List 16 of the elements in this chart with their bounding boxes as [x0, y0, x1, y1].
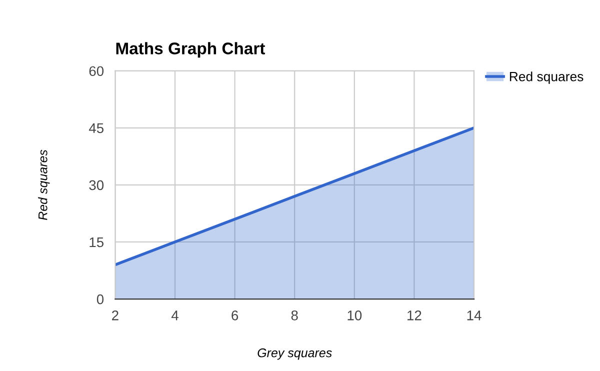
x-tick-label: 8 [291, 310, 298, 320]
y-tick-label: 45 [88, 123, 104, 134]
chart-title: Maths Graph Chart [116, 42, 266, 58]
y-tick-label: 30 [89, 180, 104, 190]
y-tick-label: 0 [96, 294, 104, 304]
y-tick-label: 15 [90, 237, 104, 248]
x-tick-label: 6 [232, 310, 238, 320]
y-tick-label: 60 [89, 66, 104, 76]
x-axis-title: Grey squares [258, 348, 332, 360]
y-axis-title: Red squares [38, 150, 50, 220]
x-tick-label: 12 [408, 310, 422, 320]
x-tick-label: 2 [112, 310, 118, 320]
x-tick-label: 14 [467, 310, 482, 320]
x-tick-label: 4 [171, 310, 178, 320]
legend-label: Red squares [510, 72, 584, 84]
x-tick-label: 10 [348, 310, 362, 320]
